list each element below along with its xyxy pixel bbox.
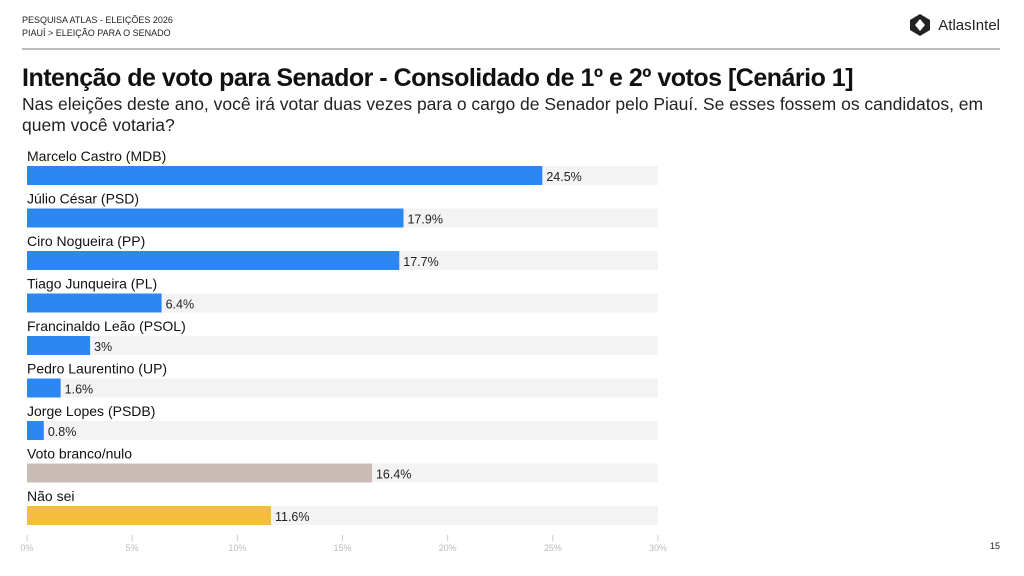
bar-track: [27, 378, 658, 398]
chart-title: Intenção de voto para Senador - Consolid…: [22, 64, 854, 92]
bar: [27, 463, 372, 483]
category-label: Marcelo Castro (MDB): [27, 148, 166, 164]
survey-label: PESQUISA ATLAS - ELEIÇÕES 2026: [22, 15, 173, 25]
value-label: 11.6%: [275, 510, 310, 524]
bar: [27, 336, 91, 355]
brand-name: AtlasIntel: [938, 16, 1000, 34]
bar: [27, 166, 543, 185]
bar: [27, 208, 404, 228]
category-label: Pedro Laurentino (UP): [27, 361, 167, 377]
category-label: Tiago Junqueira (PL): [27, 276, 157, 292]
value-label: 3%: [94, 340, 112, 354]
value-label: 17.7%: [403, 255, 438, 269]
category-label: Francinaldo Leão (PSOL): [27, 318, 186, 334]
category-label: Voto branco/nulo: [27, 446, 132, 462]
value-label: 17.9%: [407, 213, 442, 227]
category-label: Júlio César (PSD): [27, 191, 139, 207]
atlasintel-logo-icon: [910, 14, 931, 36]
brand-logo: AtlasIntel: [908, 13, 1000, 37]
bar: [27, 293, 162, 313]
bar: [27, 421, 44, 440]
category-label: Não sei: [27, 488, 74, 504]
category-label: Ciro Nogueira (PP): [27, 233, 145, 249]
value-label: 16.4%: [376, 468, 411, 482]
x-tick-label: 5%: [126, 543, 139, 553]
x-tick-label: 25%: [544, 543, 562, 553]
bar-track: [27, 421, 658, 440]
bar: [27, 378, 61, 398]
bar: [27, 251, 400, 270]
bar-track: [27, 293, 658, 313]
chart-subtitle: Nas eleições deste ano, você irá votar d…: [22, 94, 984, 135]
page-number: 15: [989, 541, 1000, 551]
breadcrumb: PIAUÍ > ELEIÇÃO PARA O SENADO: [22, 28, 171, 38]
x-tick-label: 10%: [228, 543, 246, 553]
report-header: PESQUISA ATLAS - ELEIÇÕES 2026 PIAUÍ > E…: [22, 14, 173, 40]
header-divider: [22, 48, 1000, 50]
x-tick-label: 20%: [439, 543, 457, 553]
x-tick-label: 0%: [20, 543, 33, 553]
bar: [27, 506, 271, 525]
value-label: 24.5%: [546, 170, 581, 184]
value-label: 0.8%: [48, 425, 77, 439]
value-label: 1.6%: [65, 383, 94, 397]
value-label: 6.4%: [166, 298, 195, 312]
x-tick-label: 15%: [333, 543, 351, 553]
x-tick-label: 30%: [649, 543, 667, 553]
bar-track: [27, 336, 658, 355]
category-label: Jorge Lopes (PSDB): [27, 403, 155, 419]
